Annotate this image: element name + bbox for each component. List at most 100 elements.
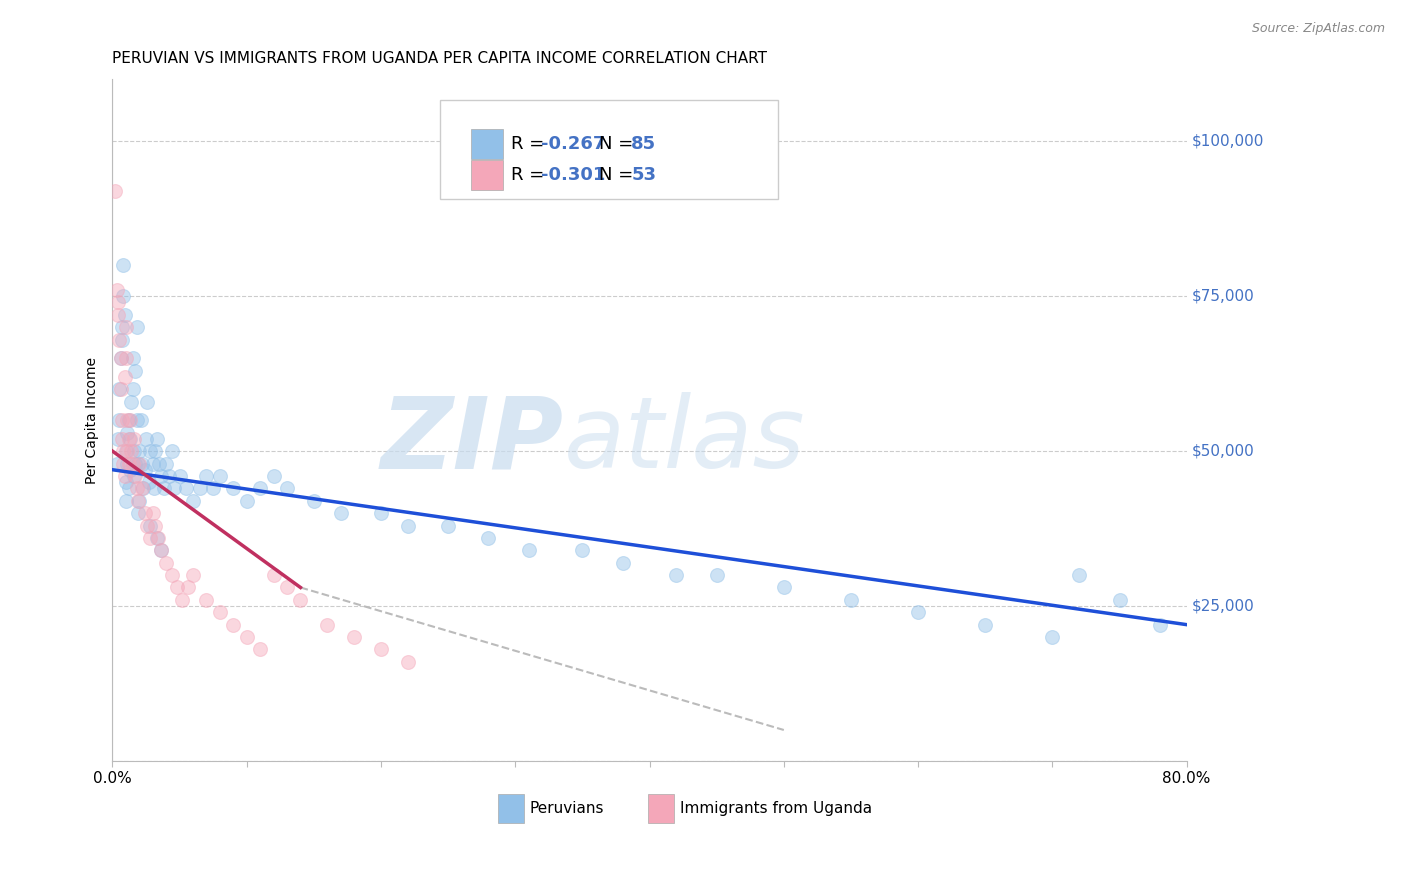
- Point: [202, 481, 225, 495]
- Point: [128, 457, 150, 471]
- Point: [249, 642, 271, 657]
- FancyBboxPatch shape: [440, 100, 779, 199]
- Point: [128, 444, 150, 458]
- Point: [117, 413, 139, 427]
- Point: [122, 432, 145, 446]
- Point: [127, 506, 149, 520]
- Point: [110, 382, 132, 396]
- Point: [121, 351, 143, 366]
- Point: [1069, 568, 1091, 582]
- Point: [136, 518, 159, 533]
- Point: [1040, 630, 1063, 644]
- Text: 53: 53: [631, 166, 657, 184]
- Point: [135, 432, 157, 446]
- Point: [907, 605, 929, 619]
- Point: [117, 457, 139, 471]
- Point: [108, 413, 131, 427]
- Point: [181, 568, 204, 582]
- Point: [612, 556, 634, 570]
- Text: Source: ZipAtlas.com: Source: ZipAtlas.com: [1251, 22, 1385, 36]
- Point: [134, 506, 156, 520]
- Point: [112, 258, 135, 272]
- Point: [302, 493, 325, 508]
- Point: [146, 531, 169, 545]
- Point: [222, 481, 245, 495]
- Point: [138, 475, 160, 490]
- Point: [112, 289, 135, 303]
- Point: [107, 432, 129, 446]
- Point: [107, 308, 129, 322]
- Point: [195, 592, 218, 607]
- Point: [208, 605, 231, 619]
- Point: [1149, 617, 1171, 632]
- Point: [149, 543, 172, 558]
- Text: $100,000: $100,000: [1192, 134, 1264, 149]
- Text: PERUVIAN VS IMMIGRANTS FROM UGANDA PER CAPITA INCOME CORRELATION CHART: PERUVIAN VS IMMIGRANTS FROM UGANDA PER C…: [112, 51, 768, 66]
- Point: [110, 351, 132, 366]
- Point: [146, 432, 169, 446]
- Point: [163, 481, 186, 495]
- Point: [396, 655, 419, 669]
- Point: [117, 481, 139, 495]
- Point: [118, 463, 141, 477]
- Point: [772, 581, 794, 595]
- Point: [145, 444, 167, 458]
- Point: [118, 432, 141, 446]
- Point: [176, 581, 198, 595]
- Point: [105, 457, 128, 471]
- Text: atlas: atlas: [564, 392, 806, 489]
- Text: Peruvians: Peruvians: [529, 801, 603, 816]
- Point: [370, 642, 392, 657]
- Point: [571, 543, 593, 558]
- Point: [477, 531, 499, 545]
- Point: [160, 444, 183, 458]
- Point: [112, 444, 135, 458]
- Point: [142, 506, 165, 520]
- Point: [208, 469, 231, 483]
- Point: [665, 568, 688, 582]
- Point: [263, 469, 285, 483]
- Point: [139, 531, 162, 545]
- Point: [110, 351, 132, 366]
- Point: [108, 382, 131, 396]
- Point: [160, 568, 183, 582]
- Point: [142, 457, 165, 471]
- Point: [157, 469, 180, 483]
- Text: $50,000: $50,000: [1192, 443, 1254, 458]
- FancyBboxPatch shape: [471, 160, 503, 190]
- Point: [155, 457, 177, 471]
- Point: [122, 469, 145, 483]
- Point: [343, 630, 366, 644]
- FancyBboxPatch shape: [471, 129, 503, 159]
- Point: [316, 617, 339, 632]
- Point: [176, 481, 198, 495]
- Point: [1202, 642, 1225, 657]
- Point: [437, 518, 460, 533]
- Point: [108, 333, 131, 347]
- Point: [117, 413, 139, 427]
- Text: -0.267: -0.267: [541, 135, 606, 153]
- Point: [131, 457, 153, 471]
- Point: [111, 432, 134, 446]
- Point: [122, 444, 145, 458]
- Point: [172, 592, 194, 607]
- Point: [117, 425, 139, 440]
- Point: [115, 351, 138, 366]
- Point: [124, 457, 146, 471]
- Point: [125, 481, 148, 495]
- Point: [129, 413, 152, 427]
- Point: [127, 493, 149, 508]
- Point: [263, 568, 285, 582]
- Y-axis label: Per Capita Income: Per Capita Income: [86, 357, 100, 483]
- Point: [396, 518, 419, 533]
- Point: [139, 518, 162, 533]
- Point: [125, 320, 148, 334]
- Point: [121, 382, 143, 396]
- Point: [117, 444, 139, 458]
- Point: [706, 568, 728, 582]
- Text: Immigrants from Uganda: Immigrants from Uganda: [679, 801, 872, 816]
- Point: [114, 308, 136, 322]
- Point: [148, 457, 170, 471]
- Text: R =: R =: [510, 135, 550, 153]
- Point: [128, 493, 150, 508]
